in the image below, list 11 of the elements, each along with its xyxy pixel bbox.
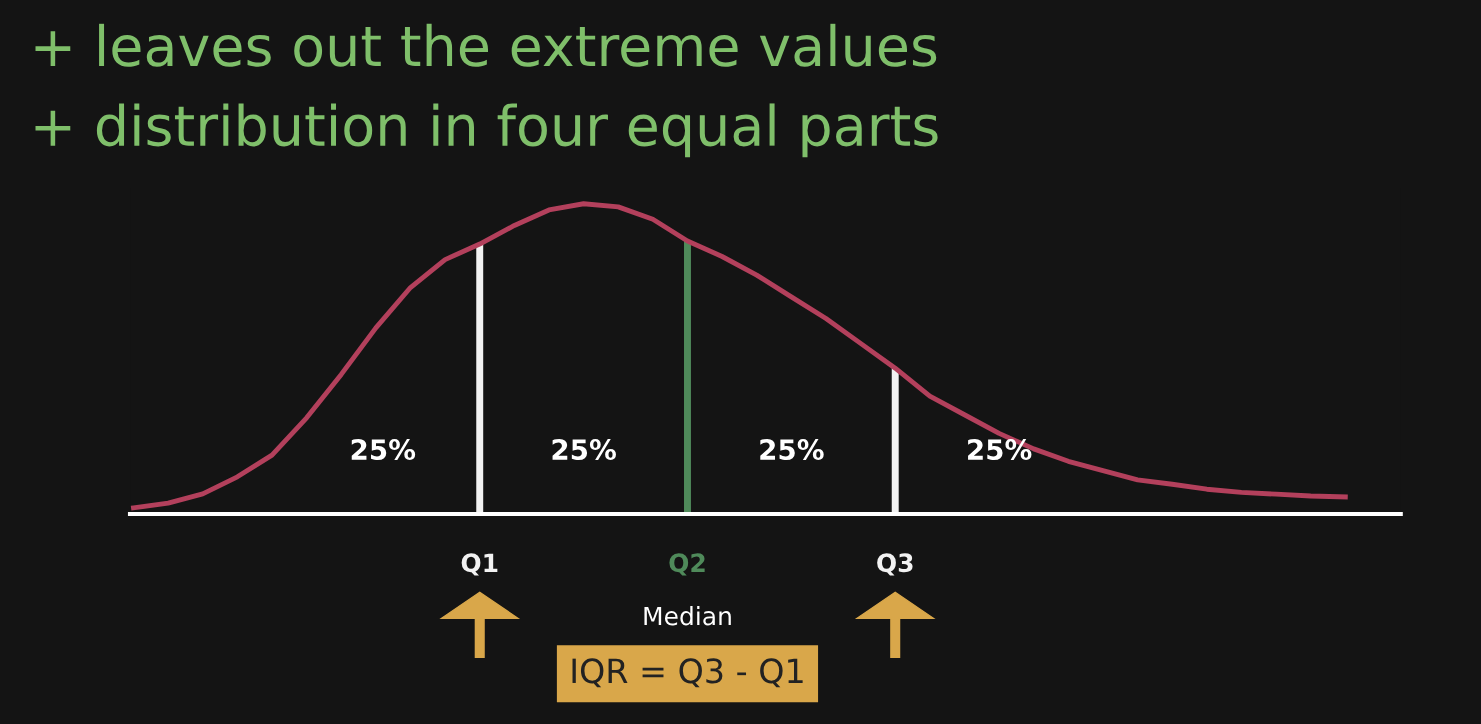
x-tick-label: Q3: [877, 553, 913, 576]
annotation: 25%: [760, 439, 824, 461]
x-tick-label: Q1: [461, 553, 498, 576]
text: IQR = Q3 - Q1: [572, 658, 803, 688]
chart-title: + leaves out the extreme values: [35, 23, 937, 67]
x-tick-label: Q2: [669, 553, 705, 576]
chart-subtitle: + distribution in four equal parts: [35, 103, 938, 158]
annotation: 25%: [351, 439, 416, 461]
annotation: 25%: [968, 439, 1032, 461]
annotation: 25%: [552, 439, 616, 461]
text: Median: [644, 606, 731, 626]
